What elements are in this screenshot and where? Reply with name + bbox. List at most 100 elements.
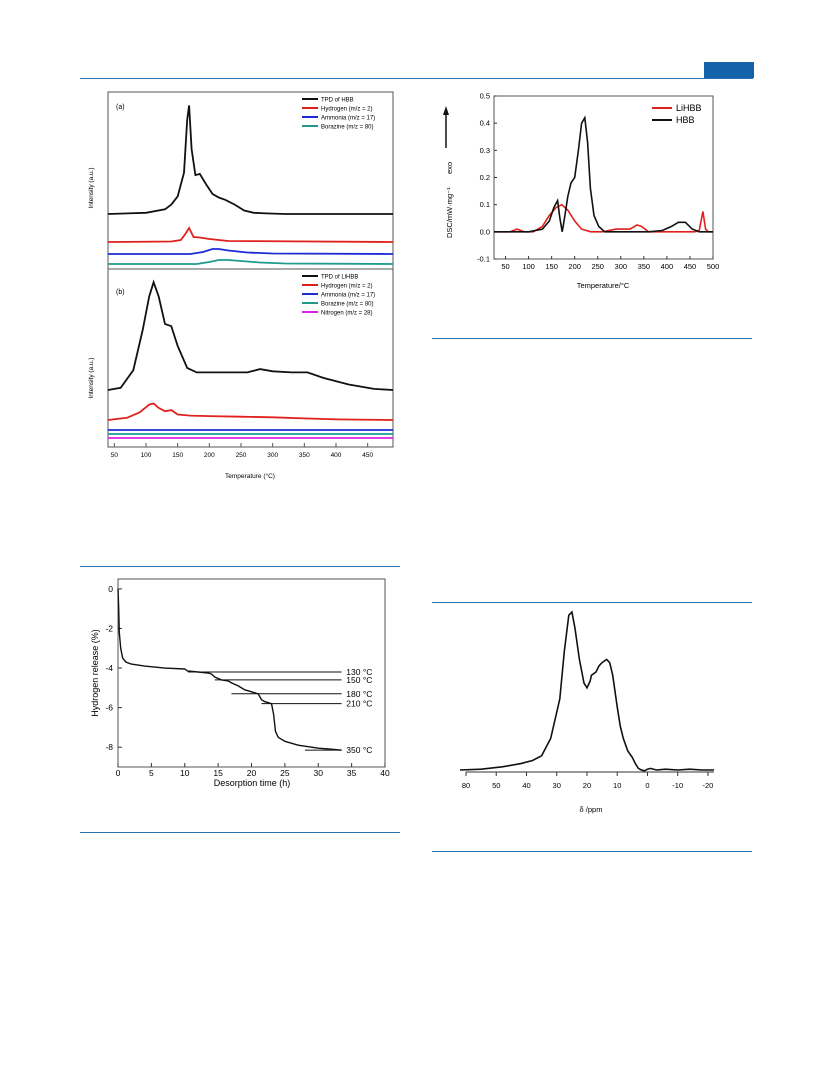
nmr-xtick-label: 20 (583, 781, 591, 790)
figure-release: Hydrogen release (%) Desorption time (h)… (84, 575, 400, 790)
tpd-legend-label: Nitrogen (m/z = 28) (321, 311, 373, 317)
release-ytick-label: -2 (105, 623, 113, 633)
tpd-a-series-line (108, 248, 394, 255)
dsc-xtick-label: 150 (545, 262, 558, 271)
tpd-a-series-line (107, 226, 394, 243)
tpd-legend-label: Hydrogen (m/z = 2) (321, 284, 373, 290)
dsc-ytick-label: 0.1 (480, 200, 490, 209)
dsc-legend-label: HBB (676, 115, 695, 125)
nmr-xtick-label: 0 (645, 781, 649, 790)
dsc-xtick-label: 400 (661, 262, 674, 271)
tpd-a-series-line (107, 105, 393, 215)
nmr-caption-rule (432, 851, 752, 852)
nmr-xtick-label: 30 (553, 781, 561, 790)
release-ytick-label: -8 (105, 742, 113, 752)
release-xtick-label: 0 (116, 768, 121, 778)
release-xtick-label: 10 (180, 768, 190, 778)
nmr-xtick-label: 10 (613, 781, 621, 790)
nmr-xtick-label: 80 (462, 781, 470, 790)
release-xtick-label: 30 (314, 768, 324, 778)
release-xtick-label: 35 (347, 768, 357, 778)
dsc-ytick-label: 0.4 (480, 119, 490, 128)
release-temperature-label: 210 °C (346, 699, 372, 709)
dsc-ylabel: DSC/mW·mg⁻¹ (445, 187, 454, 238)
dsc-ytick-label: 0.3 (480, 146, 490, 155)
tpd-xtick-label: 350 (299, 452, 310, 459)
header-tab (704, 62, 754, 78)
tpd-legend-label: TPD of LiHBB (321, 275, 358, 281)
release-xtick-label: 40 (380, 768, 390, 778)
release-xtick-label: 25 (280, 768, 290, 778)
dsc-caption-rule (432, 338, 752, 339)
dsc-exo-arrowhead (443, 106, 449, 115)
tpd-panel-a-label: (a) (116, 104, 125, 111)
dsc-xtick-label: 500 (707, 262, 720, 271)
release-series-line (117, 588, 342, 751)
dsc-xtick-label: 100 (522, 262, 535, 271)
tpd-xtick-label: 450 (362, 452, 373, 459)
dsc-xtick-label: 250 (591, 262, 604, 271)
tpd-legend-label: Borazine (m/z = 80) (321, 302, 374, 308)
tpd-xtick-label: 250 (236, 452, 247, 459)
tpd-xtick-label: 300 (267, 452, 278, 459)
figure-nmr: 80 50 40 30 20 10 0 -10 -20 δ /ppm (452, 606, 742, 818)
release-caption-rule (80, 832, 400, 833)
tpd-xtick-label: 50 (111, 452, 119, 459)
figure-tpd: (a) (b) Intensity (a.u.) Intensity (a.u.… (84, 88, 400, 483)
dsc-xtick-label: 200 (568, 262, 581, 271)
nmr-spectrum-line (459, 610, 714, 772)
dsc-ytick-label: 0.0 (480, 227, 490, 236)
release-xlabel: Desorption time (h) (214, 778, 291, 788)
release-xtick-label: 15 (213, 768, 223, 778)
tpd-chart-svg: (a) (b) Intensity (a.u.) Intensity (a.u.… (84, 88, 400, 483)
header-rule (80, 78, 753, 79)
dsc-xtick-label: 350 (638, 262, 651, 271)
tpd-legend-label: Ammonia (m/z = 17) (321, 116, 375, 122)
release-chart-svg: Hydrogen release (%) Desorption time (h)… (84, 575, 400, 790)
tpd-xlabel: Temperature (°C) (225, 472, 275, 480)
dsc-ytick-label: 0.5 (480, 92, 490, 101)
release-ylabel: Hydrogen release (%) (90, 629, 100, 717)
dsc-ytick-label: 0.2 (480, 173, 490, 182)
tpd-legend-label: TPD of HBB (321, 98, 354, 104)
tpd-panel-b-frame (107, 268, 394, 448)
release-temperature-label: 150 °C (346, 675, 372, 685)
release-ytick-label: 0 (108, 584, 113, 594)
tpd-legend-label: Hydrogen (m/z = 2) (321, 107, 373, 113)
nmr-xtick-label: -10 (672, 781, 683, 790)
nmr-xtick-label: 50 (492, 781, 500, 790)
dsc-xtick-label: 50 (501, 262, 509, 271)
dsc-xtick-label: 450 (684, 262, 697, 271)
tpd-xtick-label: 150 (172, 452, 183, 459)
release-temperature-label: 180 °C (346, 689, 372, 699)
nmr-xtick-label: 40 (522, 781, 530, 790)
tpd-xtick-label: 400 (331, 452, 342, 459)
tpd-b-series-line (107, 402, 394, 421)
tpd-panel-a-ylabel: Intensity (a.u.) (88, 167, 95, 208)
dsc-series-line (494, 115, 713, 233)
release-ytick-label: -4 (105, 663, 113, 673)
dsc-exo-label: exo (445, 162, 454, 174)
release-top-rule (80, 566, 400, 567)
tpd-a-series-line (108, 259, 394, 265)
dsc-legend-label: LiHBB (676, 103, 702, 113)
release-temperature-label: 350 °C (346, 745, 372, 755)
tpd-b-series-line (107, 279, 394, 391)
nmr-top-rule (432, 602, 752, 603)
dsc-ytick-label: -0.1 (477, 255, 490, 264)
tpd-panel-b-ylabel: Intensity (a.u.) (88, 357, 95, 398)
tpd-xtick-label: 100 (141, 452, 152, 459)
tpd-xtick-label: 200 (204, 452, 215, 459)
nmr-xtick-label: -20 (703, 781, 714, 790)
figure-dsc: DSC/mW·mg⁻¹ exo Temperature/°C 50 100 150 2… (434, 88, 724, 293)
dsc-chart-svg: DSC/mW·mg⁻¹ exo Temperature/°C 50 100 150 2… (434, 88, 724, 293)
nmr-chart-svg: 80 50 40 30 20 10 0 -10 -20 δ /ppm (452, 606, 742, 818)
release-xtick-label: 5 (149, 768, 154, 778)
tpd-legend-label: Borazine (m/z = 80) (321, 125, 374, 131)
release-temperature-label: 130 °C (346, 667, 372, 677)
dsc-xtick-label: 300 (615, 262, 628, 271)
tpd-legend-label: Ammonia (m/z = 17) (321, 293, 375, 299)
nmr-xlabel: δ /ppm (580, 805, 603, 814)
tpd-panel-b-label: (b) (116, 289, 125, 296)
release-ytick-label: -6 (105, 703, 113, 713)
